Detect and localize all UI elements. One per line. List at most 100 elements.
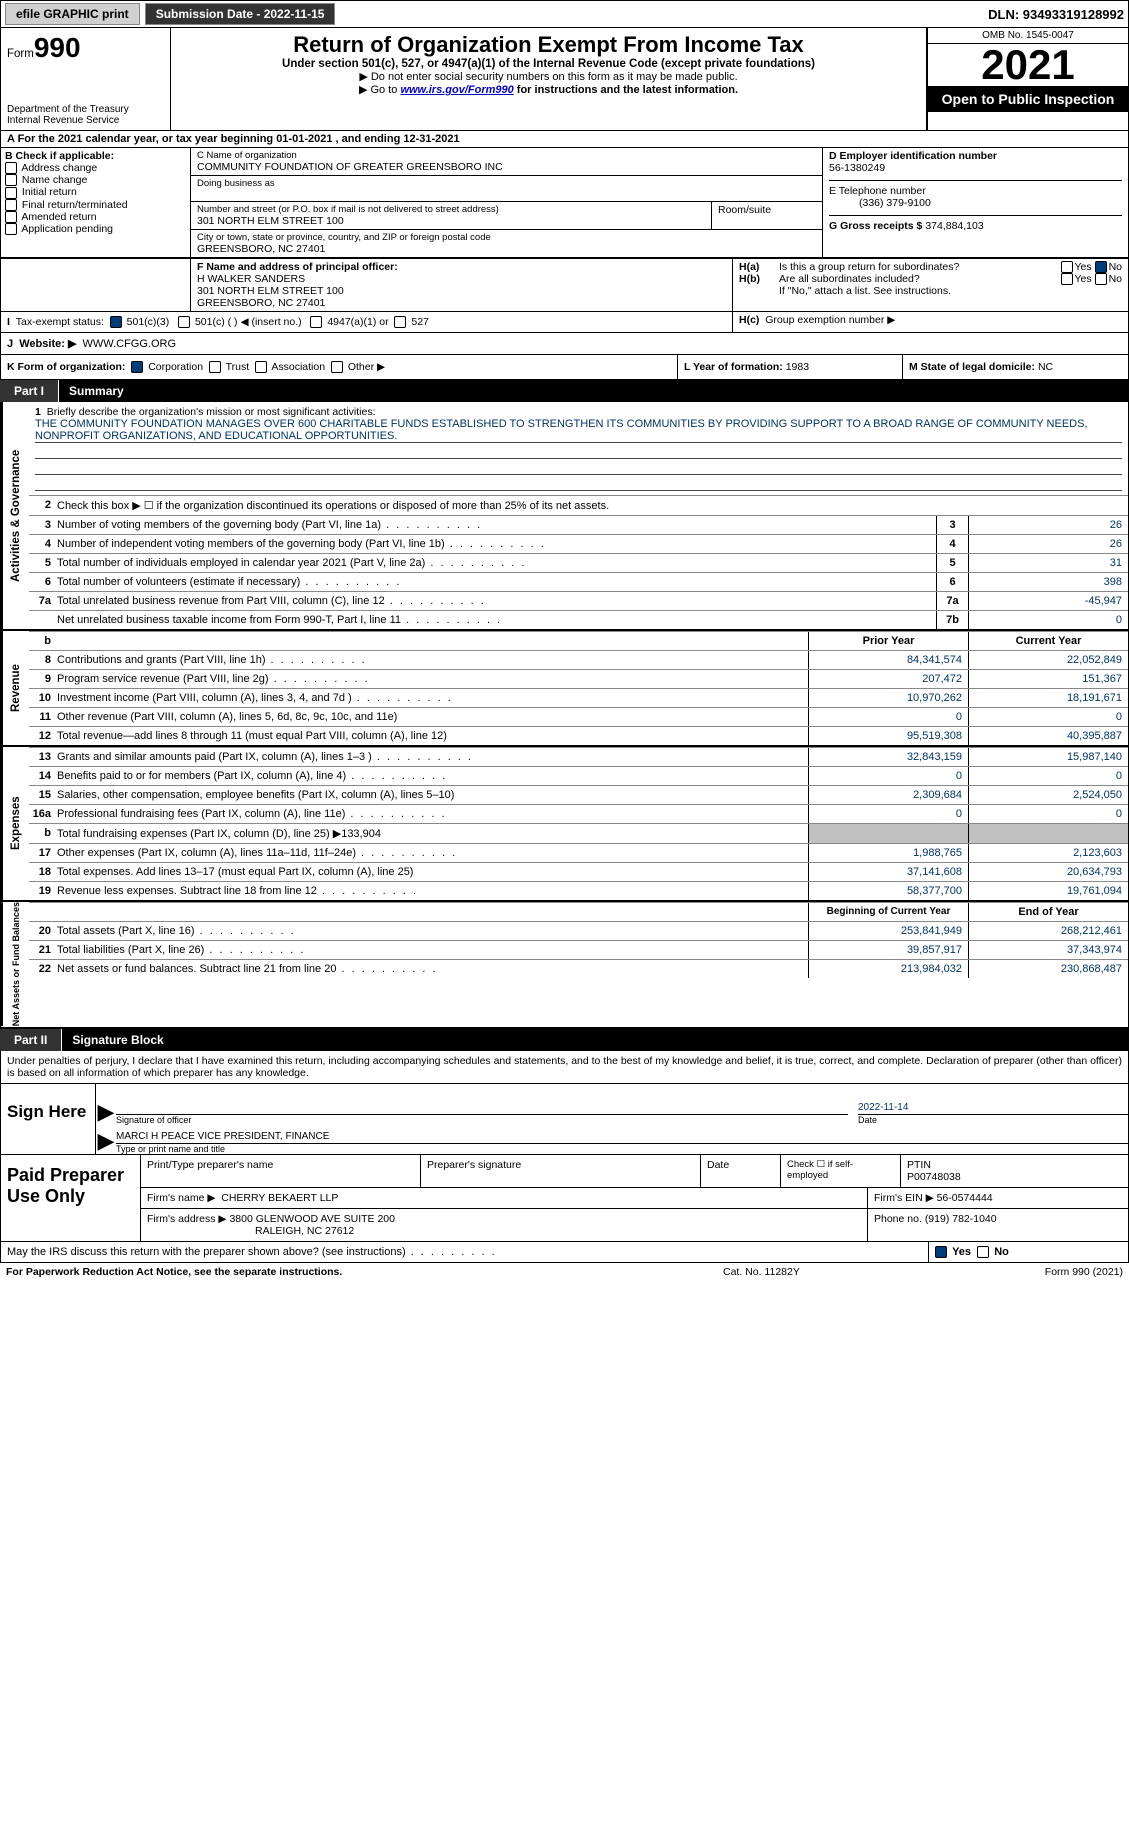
prep-sig-label: Preparer's signature	[421, 1155, 701, 1187]
l7a-val: -45,947	[968, 592, 1128, 610]
sig-officer-label: Signature of officer	[116, 1115, 848, 1125]
street: 301 NORTH ELM STREET 100	[197, 215, 705, 227]
dln-text: DLN: 93493319128992	[988, 7, 1124, 22]
firm-addr2: RALEIGH, NC 27612	[147, 1225, 354, 1237]
website-label: Website: ▶	[19, 338, 76, 350]
form-subtitle: Under section 501(c), 527, or 4947(a)(1)…	[181, 58, 916, 70]
ptin-label: PTIN	[907, 1159, 931, 1171]
dba-label: Doing business as	[197, 178, 816, 189]
hb-note: If "No," attach a list. See instructions…	[739, 285, 1122, 297]
phone-no-label: Phone no.	[874, 1213, 922, 1225]
ck-name[interactable]: Name change	[5, 174, 186, 186]
m-label: M State of legal domicile:	[909, 361, 1035, 373]
l-label: L Year of formation:	[684, 361, 783, 373]
mission-label: Briefly describe the organization's miss…	[47, 406, 376, 418]
vtab-netassets: Net Assets or Fund Balances	[1, 902, 29, 1026]
mission-text: THE COMMUNITY FOUNDATION MANAGES OVER 60…	[35, 418, 1122, 443]
print-name-label: Type or print name and title	[116, 1144, 1128, 1154]
officer-print-name: MARCI H PEACE VICE PRESIDENT, FINANCE	[116, 1131, 1128, 1144]
b-label: B Check if applicable:	[5, 150, 114, 162]
gross-label: G Gross receipts $	[829, 220, 922, 232]
sig-date: 2022-11-14	[858, 1102, 908, 1113]
firm-ein: 56-0574444	[937, 1192, 993, 1204]
tax-status-label: Tax-exempt status:	[16, 316, 104, 328]
street-label: Number and street (or P.O. box if mail i…	[197, 204, 705, 215]
room-label: Room/suite	[712, 202, 822, 229]
self-employed-label: Check ☐ if self-employed	[781, 1155, 901, 1187]
ptin: P00748038	[907, 1171, 961, 1183]
form990-link[interactable]: www.irs.gov/Form990	[400, 84, 513, 96]
k-label: K Form of organization:	[7, 361, 125, 373]
efile-button[interactable]: efile GRAPHIC print	[5, 3, 140, 25]
ein-label: D Employer identification number	[829, 150, 997, 162]
sig-date-label: Date	[858, 1115, 1128, 1125]
hc-text: Group exemption number ▶	[765, 314, 895, 326]
discuss-text: May the IRS discuss this return with the…	[7, 1246, 406, 1258]
state-domicile: NC	[1038, 361, 1053, 373]
firm-name-label: Firm's name ▶	[147, 1192, 215, 1204]
sign-here-label: Sign Here	[1, 1084, 96, 1154]
form-number: 990	[34, 32, 81, 63]
curr-year-head: Current Year	[968, 632, 1128, 650]
ck-amended[interactable]: Amended return	[5, 211, 186, 223]
vtab-revenue: Revenue	[1, 631, 29, 745]
city-label: City or town, state or province, country…	[197, 232, 816, 243]
f-label: F Name and address of principal officer:	[197, 261, 398, 273]
dept-treasury: Department of the Treasury Internal Reve…	[7, 104, 164, 126]
ha-text: Is this a group return for subordinates?	[779, 261, 1061, 273]
ck-final[interactable]: Final return/terminated	[5, 199, 186, 211]
form-footer: Form 990 (2021)	[923, 1266, 1123, 1278]
form-title: Return of Organization Exempt From Incom…	[181, 32, 916, 58]
tax-year: 2021	[928, 44, 1128, 86]
city: GREENSBORO, NC 27401	[197, 243, 816, 255]
vtab-expenses: Expenses	[1, 747, 29, 900]
calendar-year-line: A For the 2021 calendar year, or tax yea…	[0, 131, 1129, 148]
begin-year-head: Beginning of Current Year	[808, 903, 968, 921]
end-year-head: End of Year	[968, 903, 1128, 921]
prior-year-head: Prior Year	[808, 632, 968, 650]
website: WWW.CFGG.ORG	[83, 338, 176, 350]
phone: (336) 379-9100	[829, 197, 931, 209]
open-to-public: Open to Public Inspection	[928, 86, 1128, 112]
firm-name: CHERRY BEKAERT LLP	[221, 1192, 338, 1204]
phone-label: E Telephone number	[829, 185, 926, 197]
ck-address[interactable]: Address change	[5, 162, 186, 174]
officer-addr1: 301 NORTH ELM STREET 100	[197, 285, 344, 297]
note-goto-post: for instructions and the latest informat…	[514, 84, 738, 96]
l4-val: 26	[968, 535, 1128, 553]
paperwork-notice: For Paperwork Reduction Act Notice, see …	[6, 1266, 723, 1278]
paid-preparer-label: Paid Preparer Use Only	[1, 1155, 141, 1241]
c-name-label: C Name of organization	[197, 150, 816, 161]
org-name: COMMUNITY FOUNDATION OF GREATER GREENSBO…	[197, 161, 816, 173]
part1-title: Summary	[59, 380, 134, 402]
l7b-val: 0	[968, 611, 1128, 629]
firm-addr-label: Firm's address ▶	[147, 1213, 227, 1225]
ein: 56-1380249	[829, 162, 885, 174]
ck-initial[interactable]: Initial return	[5, 186, 186, 198]
l5-val: 31	[968, 554, 1128, 572]
hb-text: Are all subordinates included?	[779, 273, 1061, 285]
cat-no: Cat. No. 11282Y	[723, 1266, 923, 1278]
firm-ein-label: Firm's EIN ▶	[874, 1192, 934, 1204]
officer-name: H WALKER SANDERS	[197, 273, 305, 285]
l6-val: 398	[968, 573, 1128, 591]
vtab-governance: Activities & Governance	[1, 402, 29, 629]
form-word: Form	[7, 48, 34, 60]
firm-addr1: 3800 GLENWOOD AVE SUITE 200	[229, 1213, 395, 1225]
submission-button[interactable]: Submission Date - 2022-11-15	[145, 3, 336, 25]
prep-date-label: Date	[701, 1155, 781, 1187]
officer-addr2: GREENSBORO, NC 27401	[197, 297, 325, 309]
gross-receipts: 374,884,103	[925, 220, 983, 232]
part1-num: Part I	[0, 380, 59, 402]
year-formation: 1983	[786, 361, 809, 373]
prep-name-label: Print/Type preparer's name	[141, 1155, 421, 1187]
part2-num: Part II	[0, 1029, 62, 1051]
part2-title: Signature Block	[62, 1029, 173, 1051]
phone-no: (919) 782-1040	[925, 1213, 997, 1225]
line2: Check this box ▶ ☐ if the organization d…	[57, 496, 1128, 515]
ck-pending[interactable]: Application pending	[5, 223, 186, 235]
perjury-declaration: Under penalties of perjury, I declare th…	[0, 1051, 1129, 1084]
note-nossn: ▶ Do not enter social security numbers o…	[181, 70, 916, 83]
note-goto-pre: ▶ Go to	[359, 84, 400, 96]
l3-val: 26	[968, 516, 1128, 534]
